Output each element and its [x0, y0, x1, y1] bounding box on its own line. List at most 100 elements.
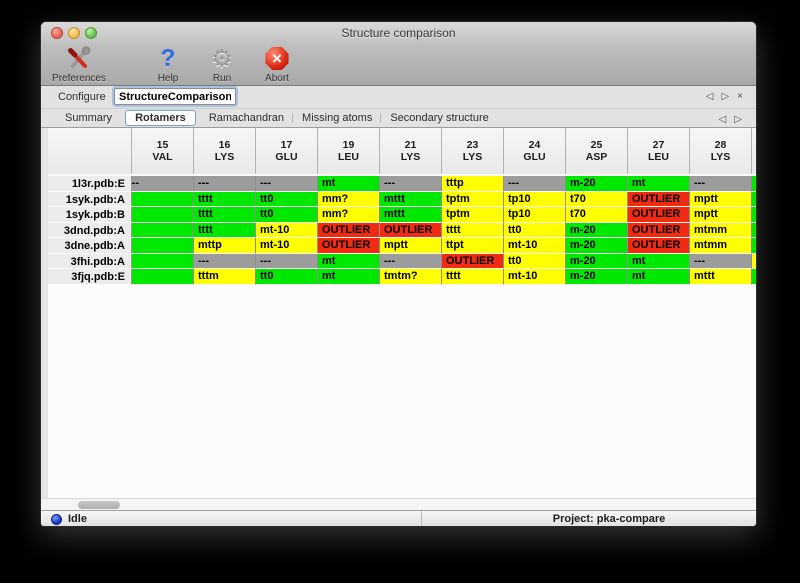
rotamer-cell[interactable]: t	[132, 269, 194, 285]
rotamer-cell[interactable]: tptm	[442, 191, 504, 207]
rotamer-cell[interactable]: tttt	[442, 269, 504, 285]
rotamer-cell[interactable]: t	[132, 253, 194, 269]
tab-rotamers[interactable]: Rotamers	[125, 110, 196, 126]
column-header[interactable]: 15 VAL	[132, 128, 194, 174]
rotamer-cell[interactable]: mm?	[318, 207, 380, 223]
prev-tab-button[interactable]: ◁	[718, 114, 727, 125]
row-label[interactable]: 3dne.pdb:A	[48, 238, 132, 254]
rotamer-cell[interactable]: ---	[256, 176, 318, 192]
column-header[interactable]: 23 LYS	[442, 128, 504, 174]
rotamer-cell[interactable]: tt0	[256, 269, 318, 285]
rotamer-cell[interactable]: mt-10	[256, 238, 318, 254]
rotamer-cell[interactable]: m-20	[566, 176, 628, 192]
preferences-button[interactable]: Preferences	[47, 45, 111, 84]
rotamer-cell[interactable]: ---	[194, 176, 256, 192]
column-header[interactable]: 17 GLU	[256, 128, 318, 174]
rotamer-cell[interactable]: tt0	[504, 222, 566, 238]
rotamer-cell[interactable]: t	[132, 207, 194, 223]
column-header[interactable]: 21 LYS	[380, 128, 442, 174]
rotamer-cell[interactable]: m-20	[566, 269, 628, 285]
rotamer-cell[interactable]: mm?	[318, 191, 380, 207]
rotamer-cell[interactable]: mt	[318, 269, 380, 285]
rotamer-cell[interactable]: tttp	[442, 176, 504, 192]
rotamer-cell[interactable]: OUTLIER	[318, 222, 380, 238]
rotamer-cell[interactable]: OUTLIER	[628, 207, 690, 223]
scrollbar-thumb[interactable]	[78, 501, 120, 509]
row-label[interactable]: 3fjq.pdb:E	[48, 269, 132, 285]
rotamer-cell[interactable]: tttt	[442, 222, 504, 238]
row-label[interactable]: 1syk.pdb:B	[48, 207, 132, 223]
column-header[interactable]: 19 LEU	[318, 128, 380, 174]
rotamer-cell[interactable]: m-20	[566, 238, 628, 254]
rotamer-cell[interactable]: mt	[318, 253, 380, 269]
rotamer-cell[interactable]: OUTLIER	[628, 238, 690, 254]
rotamer-cell[interactable]: t	[132, 191, 194, 207]
zoom-traffic-light[interactable]	[85, 27, 97, 39]
tab-secondary-structure[interactable]: Secondary structure	[380, 111, 497, 125]
abort-button[interactable]: × Abort	[255, 45, 299, 84]
rotamer-cell[interactable]: tp10	[504, 207, 566, 223]
rotamer-cell[interactable]: mt	[628, 253, 690, 269]
help-button[interactable]: ? Help	[149, 45, 187, 85]
rotamer-cell[interactable]: mptt	[690, 191, 752, 207]
rotamer-cell[interactable]: OUTLIER	[628, 222, 690, 238]
close-traffic-light[interactable]	[51, 27, 63, 39]
rotamer-cell[interactable]: ---	[256, 253, 318, 269]
rotamer-cell[interactable]: ---	[380, 253, 442, 269]
row-label[interactable]: 3fhi.pdb:A	[48, 253, 132, 269]
rotamer-cell[interactable]: mttp	[194, 238, 256, 254]
column-header[interactable]: 25 ASP	[566, 128, 628, 174]
run-button[interactable]: ⚙ Run	[203, 45, 241, 85]
row-label[interactable]: 1syk.pdb:A	[48, 191, 132, 207]
rotamer-cell[interactable]: OUTLIER	[442, 253, 504, 269]
column-header[interactable]: 27 LEU	[628, 128, 690, 174]
rotamer-cell[interactable]: tp10	[504, 191, 566, 207]
rotamer-cell[interactable]: mt	[318, 176, 380, 192]
rotamer-cell[interactable]: ---	[132, 176, 194, 192]
prev-config-button[interactable]: ◁	[705, 91, 714, 102]
horizontal-scrollbar[interactable]	[41, 498, 756, 510]
rotamer-cell[interactable]: tmtm?	[380, 269, 442, 285]
rotamer-cell[interactable]: OUTLIER	[318, 238, 380, 254]
rotamer-cell[interactable]: mt	[628, 176, 690, 192]
rotamer-cell[interactable]: mttt	[380, 207, 442, 223]
rotamer-cell[interactable]: t	[132, 238, 194, 254]
rotamer-cell[interactable]: ---	[194, 253, 256, 269]
rotamer-cell[interactable]: t70	[566, 207, 628, 223]
tab-missing-atoms[interactable]: Missing atoms	[292, 111, 381, 125]
next-tab-button[interactable]: ▷	[734, 114, 742, 125]
configure-name-input[interactable]	[114, 88, 236, 105]
rotamer-cell[interactable]: m-20	[566, 222, 628, 238]
rotamer-cell[interactable]: mt-10	[256, 222, 318, 238]
rotamer-cell[interactable]: mttt	[690, 269, 752, 285]
rotamer-cell[interactable]: tttt	[194, 207, 256, 223]
rotamer-cell[interactable]: tt0	[256, 207, 318, 223]
next-config-button[interactable]: ▷	[721, 91, 730, 102]
rotamer-cell[interactable]: tttt	[194, 191, 256, 207]
rotamer-cell[interactable]: ---	[380, 176, 442, 192]
rotamer-cell[interactable]: tt0	[504, 253, 566, 269]
rotamer-cell[interactable]: mt-10	[504, 238, 566, 254]
tab-ramachandran[interactable]: Ramachandran	[208, 112, 285, 124]
rotamer-cell[interactable]: ---	[504, 176, 566, 192]
column-header[interactable]: 24 GLU	[504, 128, 566, 174]
rotamer-cell[interactable]: tttt	[194, 222, 256, 238]
rotamer-cell[interactable]: t	[132, 222, 194, 238]
rotamer-cell[interactable]: ---	[690, 176, 752, 192]
title-bar[interactable]: Structure comparison	[41, 22, 756, 43]
rotamer-cell[interactable]: tptm	[442, 207, 504, 223]
rotamer-cell[interactable]: mttt	[380, 191, 442, 207]
column-header[interactable]: 16 LYS	[194, 128, 256, 174]
rotamer-cell[interactable]: mtmm	[690, 238, 752, 254]
rotamer-cell[interactable]: tttm	[194, 269, 256, 285]
rotamer-cell[interactable]: m-20	[566, 253, 628, 269]
rotamer-cell[interactable]: tt0	[256, 191, 318, 207]
rotamer-cell[interactable]: mptt	[690, 207, 752, 223]
column-header[interactable]: 28 LYS	[690, 128, 752, 174]
rotamer-cell[interactable]: t70	[566, 191, 628, 207]
rotamer-cell[interactable]: OUTLIER	[628, 191, 690, 207]
rotamer-cell[interactable]: mtmm	[690, 222, 752, 238]
minimize-traffic-light[interactable]	[68, 27, 80, 39]
row-label[interactable]: 3dnd.pdb:A	[48, 222, 132, 238]
rotamer-cell[interactable]: OUTLIER	[380, 222, 442, 238]
